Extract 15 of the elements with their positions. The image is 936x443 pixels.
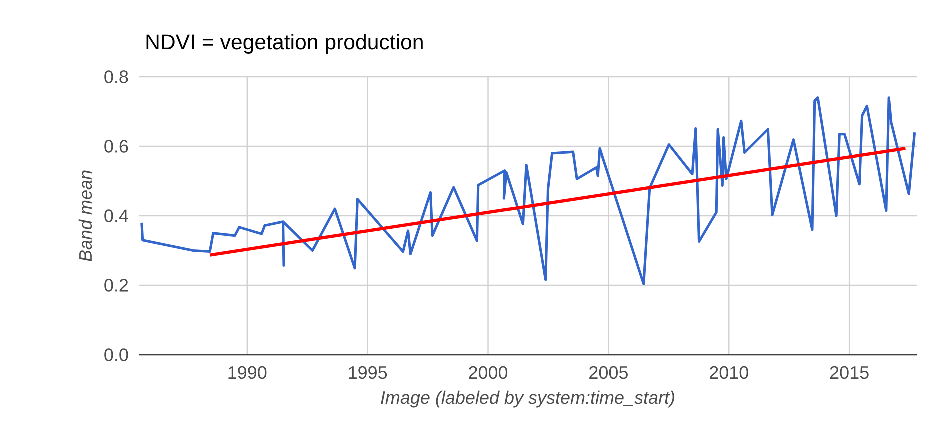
y-tick-label: 0.8 — [104, 70, 128, 84]
chart-title: NDVI = vegetation production — [146, 34, 423, 54]
y-tick-label: 0.4 — [104, 210, 128, 222]
line-series — [140, 96, 916, 286]
y-tick-label: 0.0 — [104, 348, 128, 362]
x-tick-label: 1990 — [228, 366, 267, 380]
y-axis-title: Band mean — [78, 170, 92, 262]
x-tick-label: 2000 — [469, 366, 508, 380]
y-tick-label: 0.2 — [104, 279, 128, 292]
x-tick-label: 2005 — [590, 366, 628, 380]
x-axis-title: Image (labeled by system:time_start) — [381, 390, 674, 408]
x-tick-label: 2010 — [710, 366, 748, 380]
y-tick-label: 0.6 — [104, 140, 128, 153]
x-tick-label: 2015 — [830, 366, 869, 380]
x-tick-label: 1995 — [349, 366, 388, 380]
